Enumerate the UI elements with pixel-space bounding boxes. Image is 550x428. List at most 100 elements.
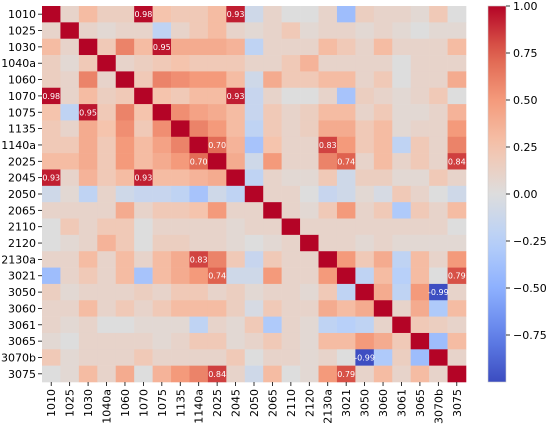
heatmap-cell [355,38,375,56]
y-tick-label: 2120 [8,237,36,250]
heatmap-cell [115,267,135,285]
heatmap-cell [60,218,80,236]
heatmap-cell [355,300,375,317]
heatmap-cell [336,185,356,203]
y-tick-label: 3075 [8,368,36,381]
heatmap-cell [207,251,227,268]
heatmap-cell [115,202,135,219]
heatmap-cell [171,104,190,121]
y-tick-label: 3050 [8,286,36,299]
heatmap-cell [97,218,117,236]
colorbar-tick-label: 0.75 [513,47,538,60]
cell-value-label: 0.70 [208,141,226,150]
heatmap-cell [226,234,246,252]
heatmap-cell [410,153,430,170]
y-tick-label: 1025 [8,25,36,38]
x-tick-label: 1010 [45,389,58,417]
heatmap-cell [336,6,356,23]
heatmap-cell [392,218,411,236]
heatmap-cell [429,120,448,138]
heatmap-cell [207,316,227,334]
heatmap-cell [392,153,411,170]
heatmap-cell [263,365,282,383]
heatmap-cell [355,218,375,236]
heatmap-cell [281,22,301,39]
heatmap-cell [300,153,319,170]
heatmap-cell [78,120,98,138]
heatmap-cell [171,55,190,72]
heatmap-cell [134,185,153,203]
heatmap-cell [392,365,411,383]
heatmap-cell [373,38,393,56]
heatmap-cell [97,234,117,252]
heatmap-cell [336,55,356,72]
heatmap-cell [410,104,430,121]
heatmap-cell [300,169,319,187]
heatmap-cell [392,332,411,350]
heatmap-cell [336,267,356,285]
heatmap-cell [318,87,338,105]
heatmap-cell [226,104,246,121]
heatmap-cell [318,316,338,334]
heatmap-cell [355,71,375,89]
heatmap-cell [60,349,80,366]
heatmap-cell [355,316,375,334]
y-tick-labels: 1010 1025 1030 1040a 1060 1070 1075 1135 1140a 20… [1,8,42,381]
heatmap-cell [134,104,153,121]
heatmap-cell [60,332,80,350]
heatmap-cell [152,87,172,105]
heatmap-cell [263,22,282,39]
heatmap-cell [134,22,153,39]
heatmap-cell [318,218,338,236]
heatmap-cell [207,87,227,105]
heatmap-cell [392,104,411,121]
heatmap-cell [207,55,227,72]
cell-value-label: 0.98 [134,10,152,19]
heatmap-cell [78,185,98,203]
heatmap-cell [226,316,246,334]
heatmap-cell [244,283,264,301]
heatmap-cell [410,202,430,219]
heatmap-cell [373,120,393,138]
heatmap-cell [336,202,356,219]
cell-value-label: 0.74 [337,157,355,166]
heatmap-cell [42,6,61,23]
heatmap-cell [392,251,411,268]
heatmap-cell [78,365,98,383]
heatmap-cell [207,136,227,154]
heatmap-cell [134,120,153,138]
heatmap-cell [410,6,430,23]
x-tick-label: 2065 [266,389,279,417]
heatmap-cell [410,251,430,268]
heatmap-cell [447,202,467,219]
heatmap-cell [410,349,430,366]
heatmap-cell [152,120,172,138]
heatmap-cell [244,153,264,170]
heatmap-cell [355,234,375,252]
heatmap-cell [134,267,153,285]
heatmap-cell [189,6,209,23]
heatmap-cell [207,120,227,138]
heatmap-cell [171,153,190,170]
heatmap-cell [429,267,448,285]
heatmap-cell [42,251,61,268]
heatmap-cell [281,38,301,56]
heatmap-cell [318,283,338,301]
heatmap-cell [244,267,264,285]
heatmap-cell [115,332,135,350]
heatmap-cell [152,185,172,203]
heatmap-cell [189,169,209,187]
heatmap-cell [281,87,301,105]
heatmap-cell [207,234,227,252]
colorbar-tick-label: −0.50 [513,282,547,295]
heatmap-cell [189,185,209,203]
heatmap-cell [263,136,282,154]
heatmap-cell [42,136,61,154]
heatmap-cell [171,218,190,236]
heatmap-cell [226,38,246,56]
heatmap-cell [207,349,227,366]
heatmap-cell [373,169,393,187]
heatmap-cell [244,38,264,56]
heatmap-cell [97,267,117,285]
